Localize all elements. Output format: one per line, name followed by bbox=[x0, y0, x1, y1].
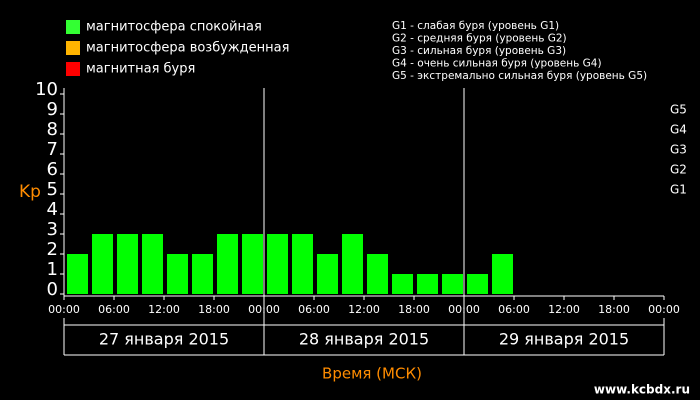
bar bbox=[267, 234, 288, 294]
bar bbox=[192, 254, 213, 294]
bar bbox=[417, 274, 438, 294]
storm-level: G3 - сильная буря (уровень G3) bbox=[392, 45, 566, 57]
bar bbox=[367, 254, 388, 294]
y-tick-label: 7 bbox=[47, 139, 58, 160]
y-axis-title: Kp bbox=[19, 182, 41, 202]
y-tick-label: 0 bbox=[47, 279, 58, 300]
y2-tick-label: G4 bbox=[670, 123, 687, 137]
y2-tick-label: G1 bbox=[670, 183, 687, 197]
x-axis-title: Время (МСК) bbox=[322, 365, 422, 383]
legend-swatch bbox=[66, 62, 80, 76]
x-tick-label: 06:00 bbox=[498, 303, 530, 316]
y-tick-label: 1 bbox=[47, 259, 58, 280]
day-label: 27 января 2015 bbox=[99, 330, 229, 349]
x-tick-label: 06:00 bbox=[98, 303, 130, 316]
x-tick-label: 06:00 bbox=[298, 303, 330, 316]
y2-tick-label: G2 bbox=[670, 163, 687, 177]
bar bbox=[67, 254, 88, 294]
y-tick-label: 8 bbox=[47, 119, 58, 140]
bar bbox=[167, 254, 188, 294]
x-tick-label: 12:00 bbox=[148, 303, 180, 316]
y-tick-label: 9 bbox=[47, 99, 58, 120]
legend-swatch bbox=[66, 20, 80, 34]
x-tick-label: 12:00 bbox=[548, 303, 580, 316]
y2-tick-label: G3 bbox=[670, 143, 687, 157]
bar bbox=[92, 234, 113, 294]
day-label: 28 января 2015 bbox=[299, 330, 429, 349]
storm-level: G1 - слабая буря (уровень G1) bbox=[392, 20, 559, 32]
x-tick-label: 00:00 bbox=[48, 303, 80, 316]
y-tick-label: 4 bbox=[47, 199, 58, 220]
bar bbox=[392, 274, 413, 294]
bar bbox=[317, 254, 338, 294]
y-tick-label: 3 bbox=[47, 219, 58, 240]
y2-tick-label: G5 bbox=[670, 103, 687, 117]
bar bbox=[242, 234, 263, 294]
day-label: 29 января 2015 bbox=[499, 330, 629, 349]
legend-swatch bbox=[66, 41, 80, 55]
x-tick-label: 00:00 bbox=[648, 303, 680, 316]
x-tick-label: 18:00 bbox=[198, 303, 230, 316]
x-tick-label: 12:00 bbox=[348, 303, 380, 316]
legend-label: магнитная буря bbox=[86, 62, 195, 77]
bar bbox=[442, 274, 463, 294]
bar bbox=[342, 234, 363, 294]
y-tick-label: 6 bbox=[47, 159, 58, 180]
y-tick-label: 2 bbox=[47, 239, 58, 260]
bar bbox=[117, 234, 138, 294]
legend-label: магнитосфера возбужденная bbox=[86, 41, 289, 56]
watermark: www.kcbdx.ru bbox=[594, 383, 690, 397]
bar bbox=[492, 254, 513, 294]
legend-label: магнитосфера спокойная bbox=[86, 20, 262, 35]
storm-level: G2 - средняя буря (уровень G2) bbox=[392, 33, 567, 45]
storm-level: G4 - очень сильная буря (уровень G4) bbox=[392, 58, 602, 70]
bar bbox=[292, 234, 313, 294]
y-tick-label: 5 bbox=[47, 179, 58, 200]
bar bbox=[142, 234, 163, 294]
bar bbox=[217, 234, 238, 294]
bar bbox=[467, 274, 488, 294]
storm-level: G5 - экстремально сильная буря (уровень … bbox=[392, 70, 647, 82]
x-tick-label: 18:00 bbox=[398, 303, 430, 316]
x-tick-label: 18:00 bbox=[598, 303, 630, 316]
y-tick-label: 10 bbox=[35, 79, 58, 100]
